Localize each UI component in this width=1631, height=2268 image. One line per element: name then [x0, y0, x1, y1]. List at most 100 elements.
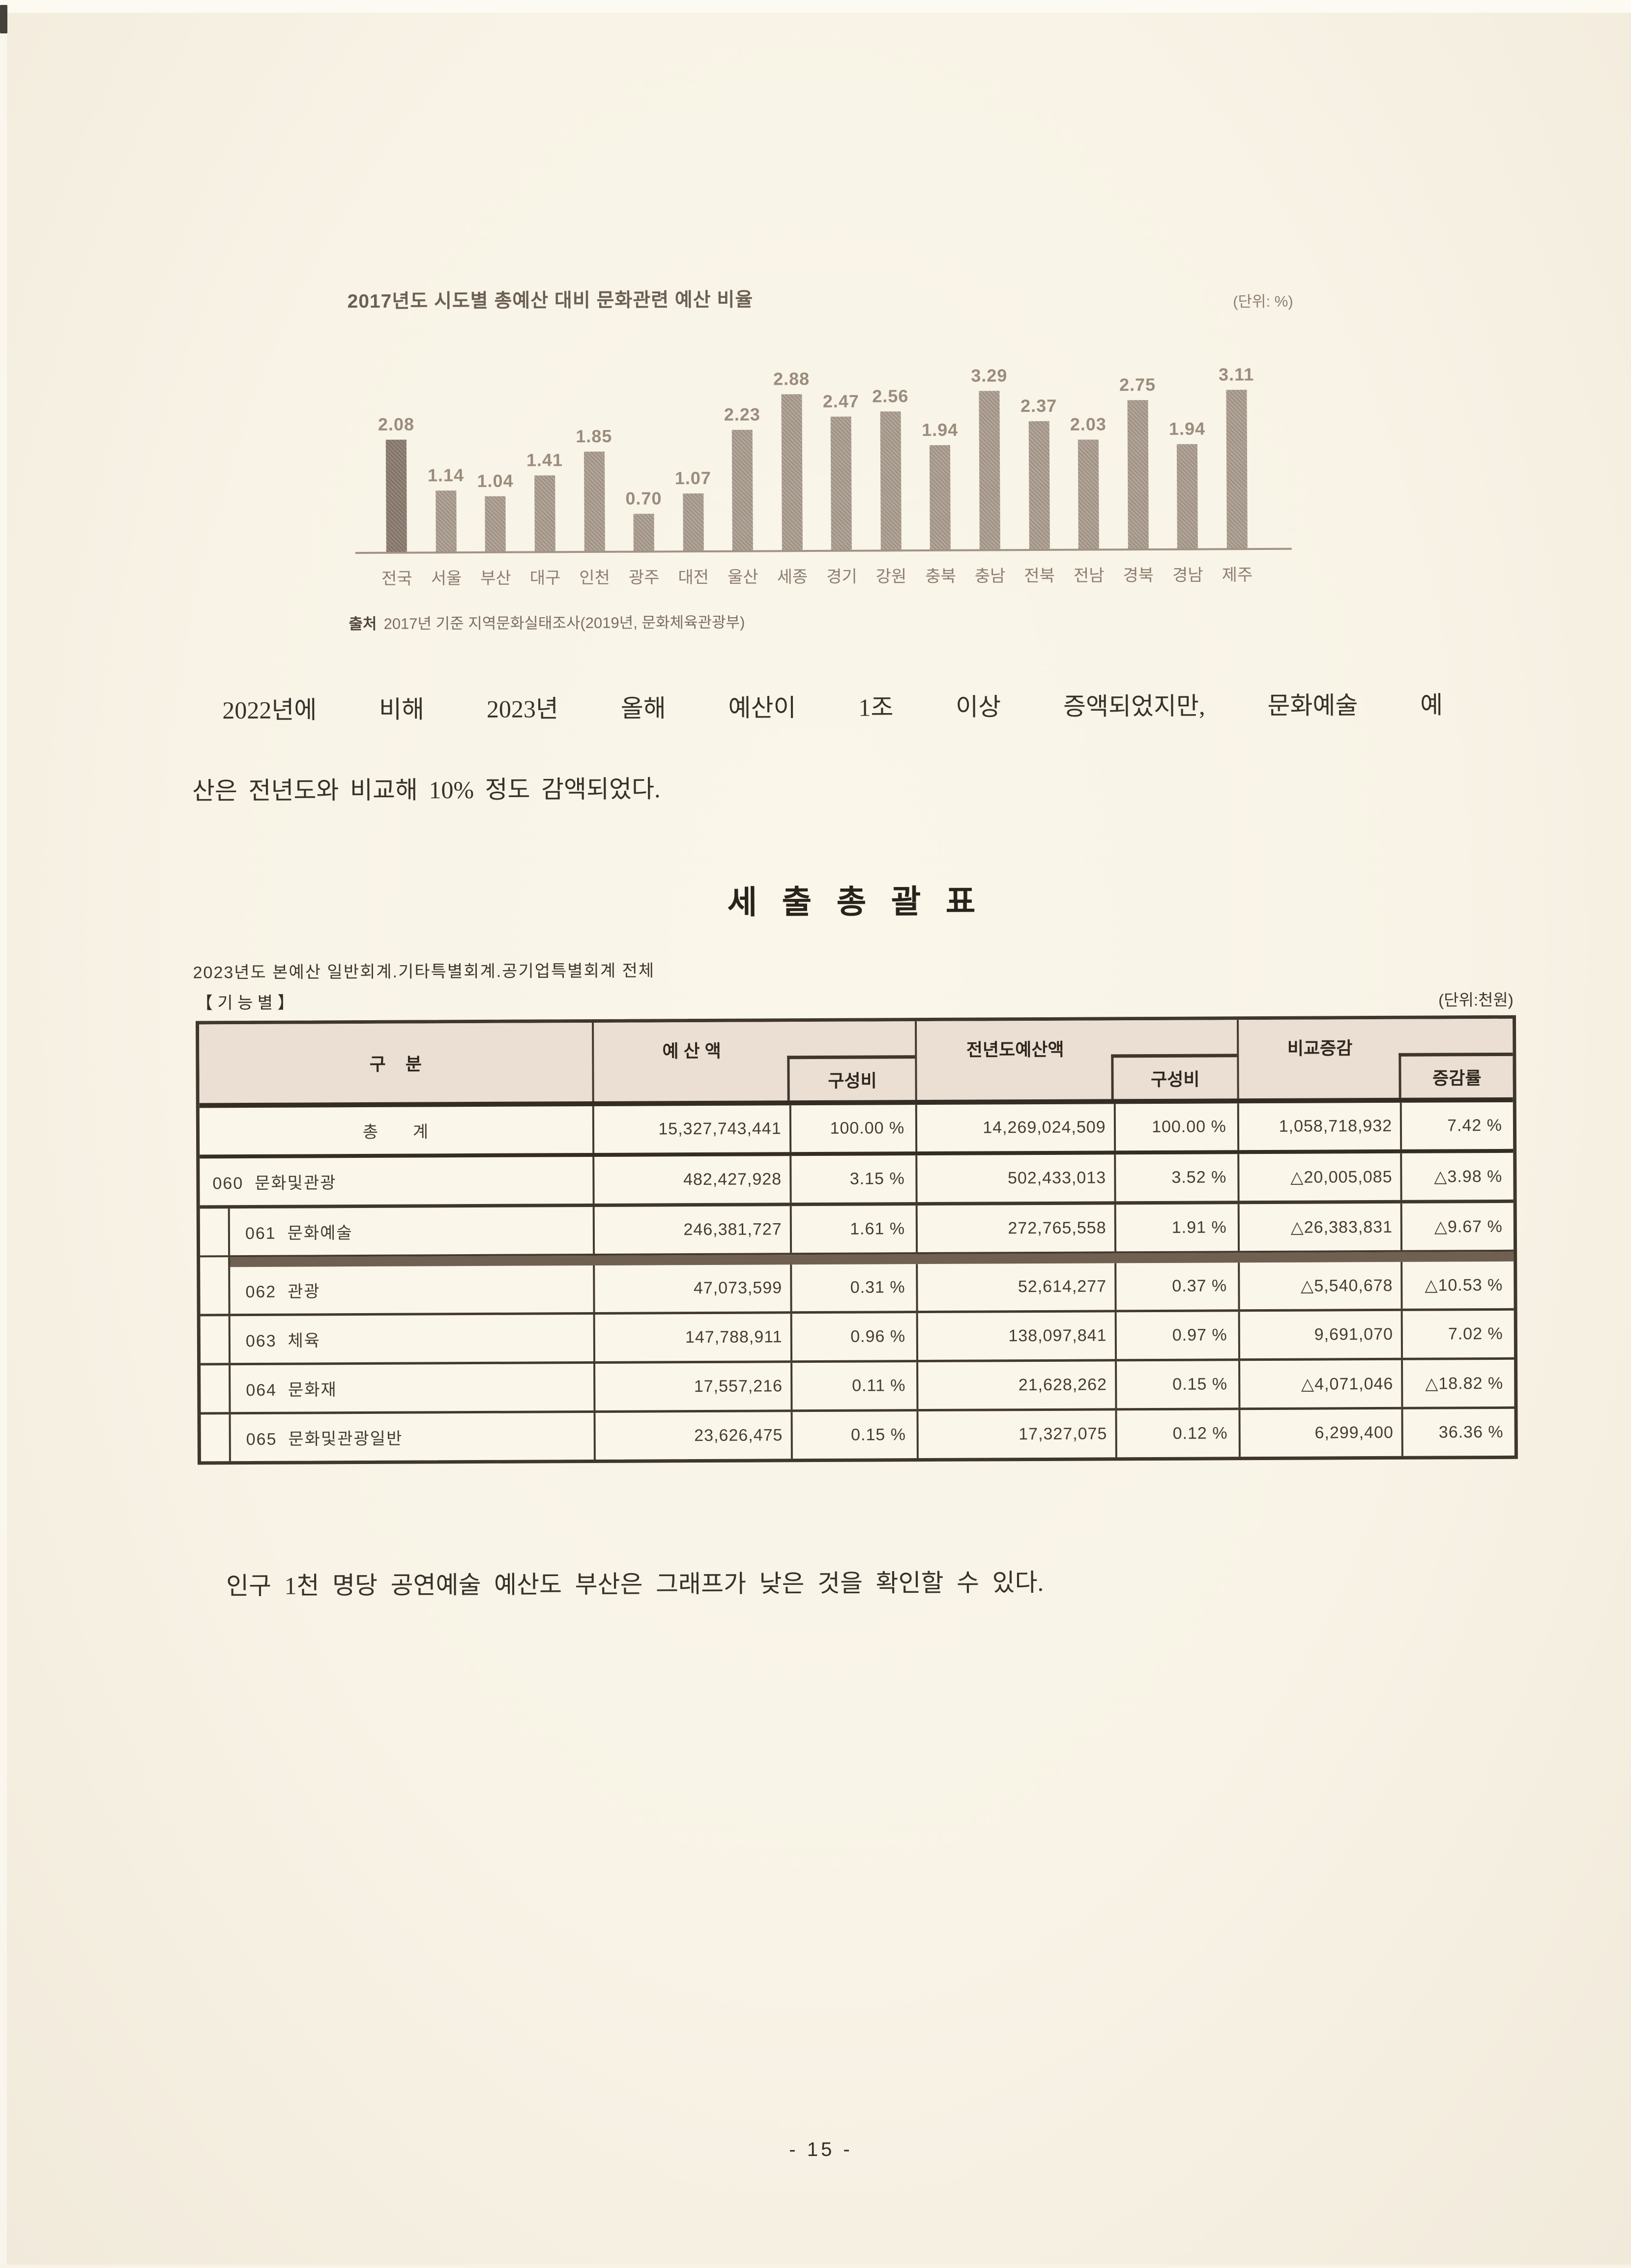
- table-title: 세 출 총 괄 표: [727, 883, 984, 920]
- table-row-065: 065 문화및관광일반 23,626,475 0.15 % 17,327,075…: [201, 1406, 1514, 1462]
- cell-ratio: 100.00 %: [789, 1105, 916, 1152]
- bar-slot: 2.47: [816, 366, 866, 551]
- bar-경남: [1177, 444, 1198, 550]
- cell-ratio: 0.97 %: [1114, 1312, 1238, 1359]
- bar-경기: [831, 416, 852, 551]
- cell-prev-budget: 138,097,841: [916, 1312, 1115, 1360]
- table-row-061: 061 문화예술 246,381,727 1.61 % 272,765,558 …: [200, 1199, 1514, 1258]
- header-budget-group: 예 산 액 구성비: [591, 1021, 915, 1101]
- cell-category: 065 문화및관광일반: [246, 1429, 403, 1449]
- x-axis-label: 세종: [777, 568, 808, 587]
- x-axis-label: 경남: [1172, 566, 1203, 585]
- cell-budget: 15,327,743,441: [592, 1105, 789, 1153]
- bar-value-label: 1.07: [674, 467, 711, 488]
- paragraph-budget-comparison: 2022년에 비해 2023년 올해 예산이 1조 이상 증액되었지만, 문화예…: [192, 664, 1443, 831]
- cell-prev-budget: 21,628,262: [916, 1361, 1115, 1409]
- cell-category: 064 문화재: [246, 1380, 337, 1400]
- expenditure-summary-table: 구 분 예 산 액 구성비 전년도예산액 구성비 비교증감 증감률 총 계 15…: [196, 1015, 1518, 1465]
- table-section-label: 【 기 능 별 】: [196, 993, 294, 1013]
- cell-ratio: 1.61 %: [789, 1206, 916, 1253]
- cell-diff: △4,071,046: [1238, 1360, 1401, 1408]
- cell-budget: 147,788,911: [593, 1314, 790, 1361]
- bar-충북: [930, 445, 951, 551]
- cell-prev-budget: 17,327,075: [916, 1410, 1115, 1459]
- bar-세종: [781, 394, 803, 552]
- x-axis-label: 광주: [628, 568, 660, 587]
- cell-diff: △20,005,085: [1237, 1153, 1400, 1201]
- bar-slot: 1.14: [421, 368, 471, 553]
- bar-전국: [386, 439, 408, 553]
- table-unit-label: (단위:천원): [1438, 990, 1514, 1009]
- x-axis-label: 강원: [875, 567, 907, 586]
- cell-ratio: 0.31 %: [789, 1264, 916, 1312]
- header-prev-budget: 전년도예산액: [966, 1039, 1064, 1060]
- paragraph-line: 2022년에 비해 2023년 올해 예산이 1조 이상 증액되었지만, 문화예…: [222, 691, 1443, 724]
- bar-slot: 3.11: [1212, 364, 1262, 550]
- cell-ratio: 0.12 %: [1115, 1410, 1239, 1458]
- bar-전북: [1028, 421, 1050, 551]
- cell-budget: 246,381,727: [592, 1206, 790, 1254]
- scan-edge-left: [0, 0, 7, 2265]
- x-axis-label: 부산: [480, 569, 511, 588]
- cell-diff-rate: 7.42 %: [1399, 1102, 1514, 1149]
- x-axis-label: 경북: [1123, 566, 1154, 585]
- bar-value-label: 1.85: [576, 426, 612, 447]
- cell-diff-rate: △3.98 %: [1400, 1152, 1514, 1200]
- bar-value-label: 2.88: [773, 369, 810, 389]
- x-axis-label: 전남: [1073, 566, 1105, 585]
- bar-대전: [682, 493, 704, 552]
- x-axis-label: 서울: [431, 569, 462, 588]
- cell-budget: 17,557,216: [593, 1363, 791, 1410]
- bar-value-label: 1.04: [477, 470, 514, 491]
- bar-slot: 1.94: [915, 366, 965, 551]
- bar-value-label: 2.23: [724, 404, 760, 425]
- bar-slot: 2.03: [1063, 365, 1113, 550]
- bar-value-label: 2.47: [822, 391, 859, 411]
- bar-slot: 1.04: [470, 368, 520, 553]
- bar-slot: 2.56: [866, 366, 916, 551]
- chart-source: 출처 2017년 기준 지역문화실태조사(2019년, 문화체육관광부): [349, 610, 745, 634]
- x-axis-label: 전국: [381, 569, 412, 588]
- page-number: - 15 -: [789, 2138, 853, 2161]
- bar-value-label: 1.41: [526, 450, 563, 470]
- bar-slot: 2.23: [717, 366, 767, 552]
- cell-ratio: 0.15 %: [790, 1411, 917, 1459]
- table-row-060: 060 문화및관광 482,427,928 3.15 % 502,433,013…: [200, 1148, 1514, 1206]
- cell-diff-rate: 7.02 %: [1400, 1310, 1514, 1358]
- header-ratio-2: 구성비: [1111, 1054, 1237, 1099]
- bar-value-label: 3.11: [1218, 364, 1254, 385]
- table-subtitle: 2023년도 본예산 일반회계.기타특별회계.공기업특별회계 전체: [193, 961, 655, 982]
- bar-서울: [436, 490, 457, 553]
- bar-value-label: 2.56: [872, 386, 909, 406]
- bar-제주: [1226, 390, 1248, 550]
- scan-artifact-mark: [0, 5, 7, 33]
- cell-ratio: 100.00 %: [1113, 1103, 1238, 1151]
- bar-value-label: 0.70: [625, 488, 662, 509]
- bar-slot: 2.08: [371, 368, 421, 553]
- source-prefix: 출처: [349, 615, 377, 633]
- bar-value-label: 2.08: [378, 414, 415, 434]
- bar-value-label: 1.94: [922, 419, 959, 440]
- bar-slot: 1.85: [569, 367, 619, 553]
- scan-edge-top: [0, 0, 1631, 13]
- chart-unit-label: (단위: %): [1233, 292, 1293, 311]
- cell-budget: 23,626,475: [593, 1412, 791, 1460]
- bar-value-label: 1.94: [1168, 418, 1206, 439]
- header-prev-budget-group: 전년도예산액 구성비: [915, 1020, 1237, 1100]
- cell-diff: 6,299,400: [1238, 1409, 1402, 1457]
- source-text: 2017년 기준 지역문화실태조사(2019년, 문화체육관광부): [383, 613, 745, 632]
- cell-ratio: 0.96 %: [790, 1313, 917, 1361]
- cell-diff: 1,058,718,932: [1237, 1102, 1400, 1150]
- cell-diff: △5,540,678: [1238, 1262, 1401, 1310]
- bar-slot: 2.88: [767, 366, 817, 552]
- cell-ratio: 3.52 %: [1113, 1154, 1238, 1202]
- bar-전남: [1078, 439, 1100, 550]
- cell-ratio: 3.15 %: [789, 1155, 916, 1203]
- cell-ratio: 1.91 %: [1114, 1204, 1238, 1252]
- x-axis-label: 충북: [925, 567, 956, 586]
- bar-울산: [731, 430, 754, 552]
- x-axis-label: 제주: [1222, 566, 1253, 585]
- header-diff-group: 비교증감 증감률: [1236, 1018, 1513, 1099]
- bar-인천: [583, 451, 605, 553]
